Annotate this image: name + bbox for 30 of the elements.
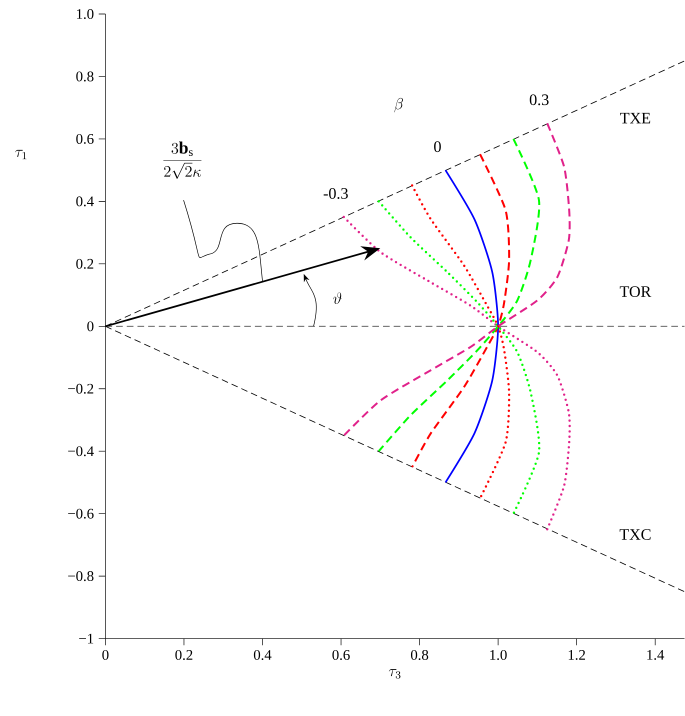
series-label: -0.3	[324, 188, 348, 199]
y-tick-label: −0.8	[68, 571, 94, 582]
y-tick-label: −0.2	[68, 384, 94, 394]
x-tick-label: 1.0	[490, 650, 507, 660]
x-tick-label: 1.2	[568, 650, 586, 660]
y-tick-label: 0.8	[76, 71, 94, 82]
x-axis-title: $\tau_3$	[389, 669, 401, 679]
series-label: TXE	[620, 112, 650, 124]
x-tick-label: 0.6	[332, 650, 350, 660]
x-tick-label: 1.4	[647, 650, 664, 660]
annotation: $\frac{3\mathbf{b}_\mathrm{s}}{2\sqrt{2}\kappa}$	[164, 141, 202, 179]
annotation: $\vartheta$	[334, 292, 342, 304]
y-tick-label: 1.0	[77, 9, 94, 19]
series-label: 0	[434, 141, 442, 152]
x-tick-label: 0.4	[254, 650, 272, 660]
y-tick-label: 0	[87, 321, 94, 332]
annotation: $\beta$	[394, 98, 404, 112]
series-label: 0.3	[530, 94, 549, 106]
x-tick-label: 0	[102, 650, 109, 660]
y-tick-label: −1	[79, 634, 94, 644]
y-tick-label: 0.6	[76, 134, 94, 144]
series-label: TXC	[620, 529, 651, 540]
x-tick-label: 0.2	[176, 650, 193, 660]
series-label: TOR	[620, 286, 652, 297]
y-tick-label: 0.4	[76, 196, 94, 206]
y-tick-label: 0.2	[76, 258, 94, 269]
y-tick-label: −0.6	[68, 508, 94, 519]
y-tick-label: −0.4	[68, 446, 94, 456]
y-axis-title: $\tau_1$	[15, 150, 27, 160]
x-tick-label: 0.8	[411, 650, 428, 660]
